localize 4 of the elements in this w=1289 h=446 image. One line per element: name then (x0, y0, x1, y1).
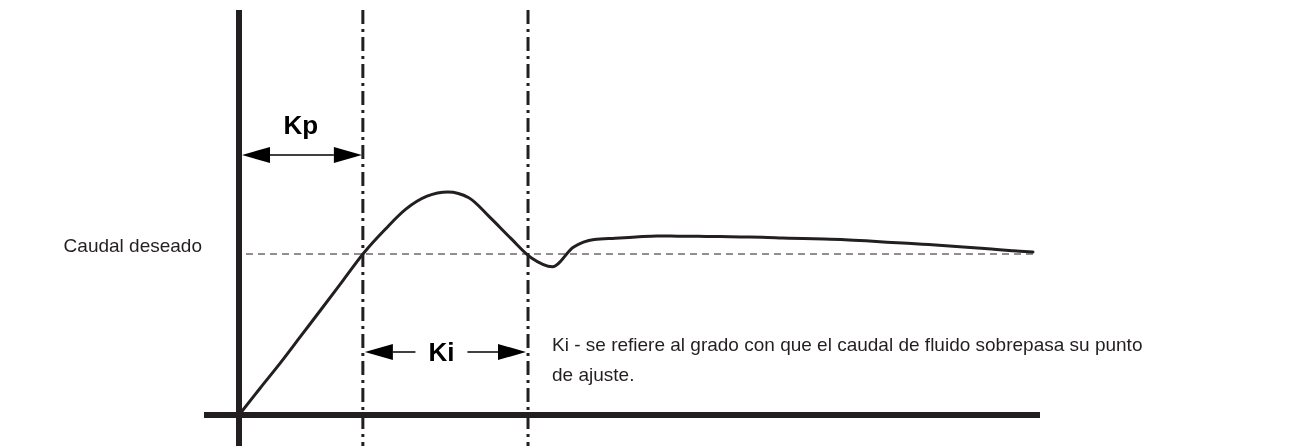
annotation: Ki - se refiere al grado con que el caudal de fluido sobrepasa su punto de ajuste. (552, 333, 1144, 387)
annotation: Ki (428, 336, 455, 368)
ref-line-label: Caudal deseado (63, 234, 202, 256)
text: Kp (283, 109, 319, 141)
